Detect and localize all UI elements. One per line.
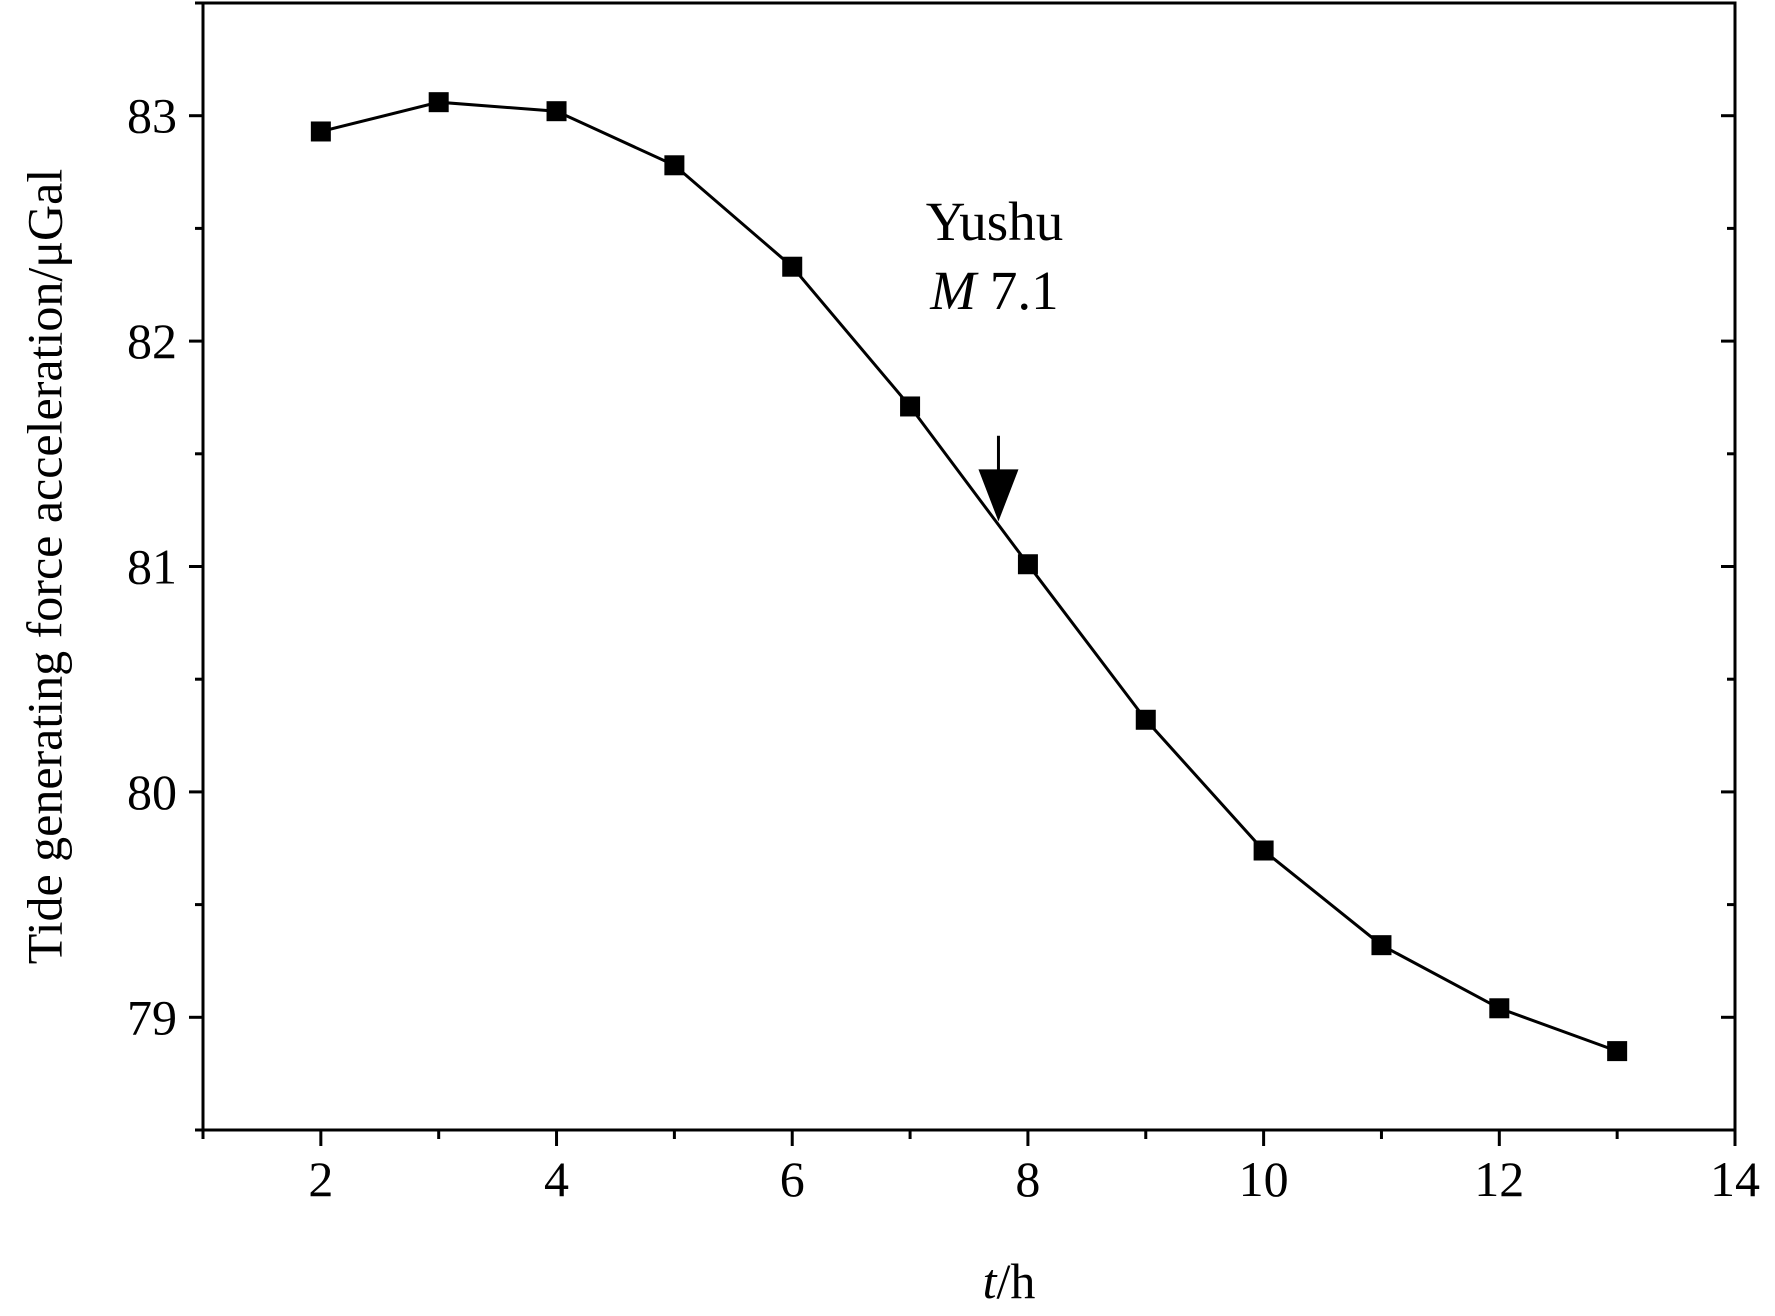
y-tick-label: 81 <box>127 539 177 595</box>
series-line <box>320 100 1618 1053</box>
annotation-layer: Yushu M 7.1 <box>926 191 1064 522</box>
data-point <box>1017 554 1038 575</box>
series-layer <box>310 92 1628 1062</box>
x-tick-label: 12 <box>1474 1151 1524 1207</box>
y-tick-label: 79 <box>127 989 177 1045</box>
x-tick-label: 8 <box>1015 1151 1040 1207</box>
x-tick-label: 6 <box>780 1151 805 1207</box>
y-tick-label: 83 <box>127 88 177 144</box>
data-point <box>1489 998 1510 1019</box>
x-axis-title: t/h <box>983 1253 1036 1309</box>
y-axis: 79 80 81 82 83 <box>127 1 1735 1132</box>
data-point <box>664 155 685 176</box>
x-axis: 2 4 6 8 10 12 14 <box>201 1130 1760 1207</box>
annotation-arrow-head <box>978 469 1019 522</box>
plot-frame <box>201 1 1737 1132</box>
data-point <box>428 92 449 113</box>
data-point <box>310 121 331 142</box>
x-tick-label: 2 <box>308 1151 333 1207</box>
x-tick-label: 14 <box>1710 1151 1760 1207</box>
data-point <box>900 396 921 417</box>
data-point <box>1607 1041 1628 1062</box>
data-point <box>1135 709 1156 730</box>
data-point <box>782 256 803 277</box>
annotation-label: Yushu <box>926 191 1064 252</box>
data-point <box>1371 935 1392 956</box>
x-tick-label: 10 <box>1239 1151 1289 1207</box>
plot-border <box>201 1 1737 1132</box>
titles-layer: t/h Tide generating force acceleration/μG… <box>16 169 1035 1309</box>
y-tick-label: 82 <box>127 313 177 369</box>
x-tick-label: 4 <box>544 1151 569 1207</box>
y-axis-title: Tide generating force acceleration/μGal <box>16 169 72 964</box>
data-point <box>1253 840 1274 861</box>
annotation-magnitude: M 7.1 <box>929 260 1058 321</box>
data-point <box>546 101 567 122</box>
y-tick-label: 80 <box>127 764 177 820</box>
